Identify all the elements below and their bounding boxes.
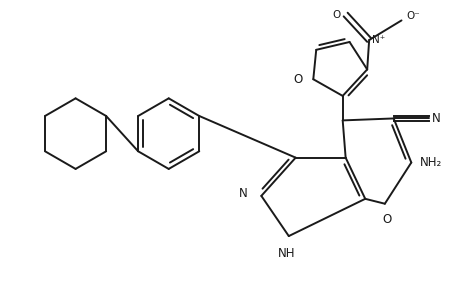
Text: NH₂: NH₂	[420, 156, 442, 169]
Text: O: O	[383, 212, 392, 226]
Text: O: O	[333, 10, 341, 20]
Text: N: N	[431, 112, 440, 125]
Text: O: O	[293, 73, 303, 86]
Text: N⁺: N⁺	[372, 35, 385, 45]
Text: NH: NH	[277, 247, 295, 260]
Text: N: N	[239, 187, 248, 200]
Text: O⁻: O⁻	[406, 10, 420, 21]
